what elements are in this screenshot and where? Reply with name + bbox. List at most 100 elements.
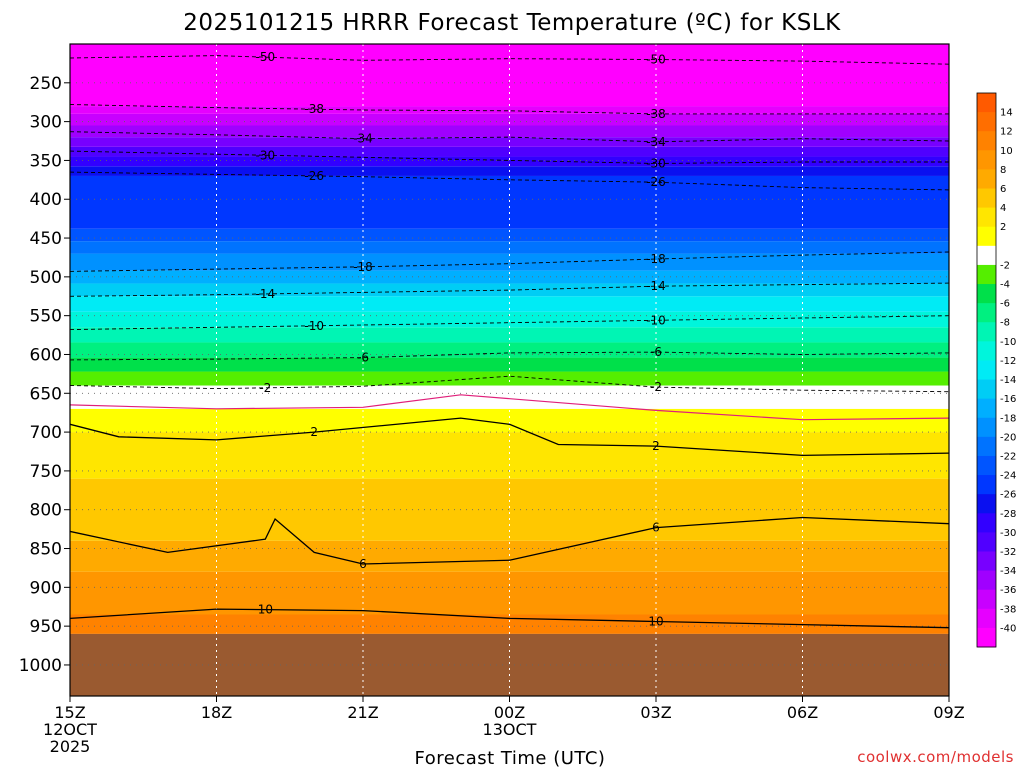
colorbar-swatch bbox=[977, 93, 996, 113]
colorbar-tick-label: -14 bbox=[1000, 375, 1016, 386]
colorbar-tick-label: -32 bbox=[1000, 547, 1016, 558]
colorbar-tick-label: 14 bbox=[1000, 108, 1013, 119]
band--24-to--22 bbox=[70, 228, 949, 242]
colorbar-tick-label: 10 bbox=[1000, 146, 1013, 157]
contour-label: -10 bbox=[646, 313, 666, 327]
contour-label: 10 bbox=[648, 614, 663, 628]
colorbar-swatch bbox=[977, 436, 996, 457]
colorbar-swatch bbox=[977, 532, 996, 552]
contour-line bbox=[70, 516, 949, 565]
y-tick-label: 600 bbox=[30, 345, 62, 365]
contour-label: -26 bbox=[304, 169, 324, 183]
y-axis: 250 300 350 400 450 500 550 600 650 700 750 800 850 9… bbox=[19, 74, 70, 676]
band--12-to--10 bbox=[70, 311, 949, 328]
contour-label: -26 bbox=[646, 175, 666, 189]
colorbar-swatch bbox=[977, 398, 996, 419]
credit-text[interactable]: coolwx.com/models bbox=[857, 748, 1014, 766]
band--14-to--12 bbox=[70, 296, 949, 312]
colorbar-tick-label: -24 bbox=[1000, 471, 1016, 482]
colorbar-swatch bbox=[977, 284, 996, 304]
band--6-to--4 bbox=[70, 357, 949, 372]
contour-label: -6 bbox=[357, 351, 369, 365]
colorbar-tick-label: -6 bbox=[1000, 299, 1010, 310]
colorbar-tick-label: -2 bbox=[1000, 260, 1010, 271]
band--2-to-0 bbox=[70, 385, 949, 409]
contour-label: -10 bbox=[304, 319, 324, 333]
colorbar-tick-label: -22 bbox=[1000, 451, 1016, 462]
x-tick-label: 2025 bbox=[50, 737, 91, 756]
colorbar-swatch bbox=[977, 131, 996, 151]
contour-label: -34 bbox=[353, 132, 373, 146]
y-tick-label: 700 bbox=[30, 423, 62, 443]
contour-label: -14 bbox=[256, 287, 276, 301]
band--4-to--2 bbox=[70, 371, 949, 386]
colorbar-swatch bbox=[977, 150, 996, 170]
contour-line bbox=[70, 417, 949, 457]
y-tick-label: 550 bbox=[30, 307, 62, 327]
colorbar-tick-label: -40 bbox=[1000, 623, 1016, 634]
contour-label: -34 bbox=[646, 135, 666, 149]
colorbar-tick-label: 6 bbox=[1000, 184, 1006, 195]
plot-area: -50 -50-38 -38-34 -34-30-30-26 -26-18-18-14-… bbox=[70, 44, 949, 696]
band--18-to--16 bbox=[70, 270, 949, 284]
colorbar-swatch bbox=[977, 112, 996, 132]
y-tick-label: 250 bbox=[30, 74, 62, 94]
x-tick-label: 13OCT bbox=[483, 720, 537, 739]
x-axis-title: Forecast Time (UTC) bbox=[415, 748, 606, 768]
contour-label: 10 bbox=[258, 603, 273, 617]
colorbar: 14 12 10 8 6 4 2 -2 -4 -6 -8 -10 -12 -14 -16 -18 -20 -22 -… bbox=[976, 92, 1016, 648]
y-tick-label: 950 bbox=[30, 617, 62, 637]
y-tick-label: 450 bbox=[30, 229, 62, 249]
colorbar-tick-label: -4 bbox=[1000, 280, 1010, 291]
colorbar-swatch bbox=[977, 322, 996, 342]
contour-lines bbox=[70, 55, 949, 629]
contour-line bbox=[70, 608, 949, 629]
y-tick-label: 900 bbox=[30, 578, 62, 598]
colorbar-tick-label: -36 bbox=[1000, 585, 1016, 596]
contour-label: -18 bbox=[353, 260, 373, 274]
colorbar-swatch bbox=[977, 608, 996, 629]
colorbar-swatch bbox=[977, 455, 996, 476]
colorbar-swatch bbox=[977, 341, 996, 361]
x-tick-label: 03Z bbox=[640, 703, 671, 722]
colorbar-swatch bbox=[977, 475, 996, 495]
y-tick-label: 300 bbox=[30, 113, 62, 133]
contour-label: -2 bbox=[650, 380, 662, 394]
contour-label: -14 bbox=[646, 279, 666, 293]
x-tick-label: 21Z bbox=[347, 703, 378, 722]
colorbar-tick-label: -30 bbox=[1000, 528, 1016, 539]
contour-label: -30 bbox=[256, 148, 276, 162]
contour-label: 2 bbox=[652, 439, 660, 453]
y-tick-label: 1000 bbox=[19, 656, 62, 676]
colorbar-border bbox=[976, 92, 997, 648]
contour-label: -30 bbox=[646, 157, 666, 171]
grid-lines bbox=[70, 44, 949, 696]
band--30-to--28 bbox=[70, 156, 949, 167]
colorbar-swatch bbox=[977, 494, 996, 514]
x-tick-label: 15Z bbox=[54, 703, 85, 722]
colorbar-tick-label: -12 bbox=[1000, 356, 1016, 367]
colorbar-swatch bbox=[977, 627, 996, 648]
y-tick-label: 650 bbox=[30, 384, 62, 404]
band--40-to--38 bbox=[70, 106, 949, 114]
contour-label: 2 bbox=[310, 425, 318, 439]
colorbar-tick-label: -18 bbox=[1000, 413, 1016, 424]
colorbar-swatch bbox=[977, 551, 996, 572]
band--36-to--34 bbox=[70, 125, 949, 138]
band--22-to--20 bbox=[70, 241, 949, 254]
x-tick-label: 18Z bbox=[201, 703, 232, 722]
colorbar-swatch bbox=[977, 207, 996, 228]
contour-labels: -50 -50-38 -38-34 -34-30-30-26 -26-18-18-14-… bbox=[256, 50, 666, 628]
colorbar-swatch bbox=[977, 303, 996, 323]
contour-label: -18 bbox=[646, 252, 666, 266]
colorbar-tick-label: 4 bbox=[1000, 203, 1006, 214]
colorbar-tick-label: -16 bbox=[1000, 394, 1016, 405]
y-tick-label: 400 bbox=[30, 190, 62, 210]
contour-label: -38 bbox=[646, 107, 666, 121]
x-tick-label: 06Z bbox=[787, 703, 818, 722]
colorbar-tick-label: -34 bbox=[1000, 566, 1016, 577]
colorbar-swatch bbox=[977, 417, 996, 438]
colorbar-swatch bbox=[977, 513, 996, 533]
colorbar-swatch bbox=[977, 570, 996, 591]
